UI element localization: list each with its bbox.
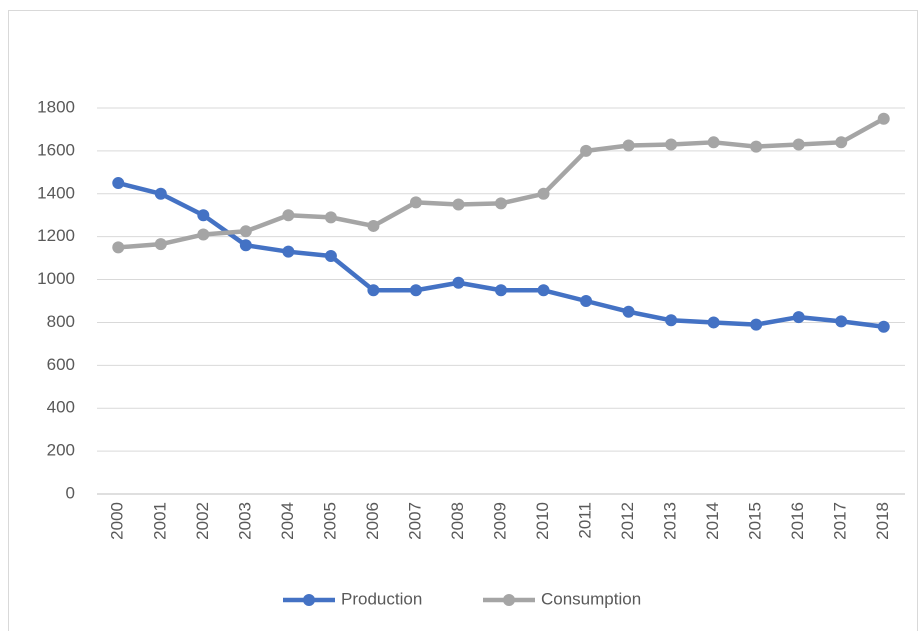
legend-marker (503, 594, 515, 606)
point (324, 249, 337, 262)
x-tick-label: 2011 (576, 502, 595, 539)
point (665, 314, 678, 327)
point (409, 284, 422, 297)
legend-marker (303, 594, 315, 606)
point (324, 211, 337, 224)
y-tick-label: 800 (47, 312, 75, 331)
point (112, 177, 125, 190)
x-tick-label: 2012 (618, 502, 637, 540)
y-tick-label: 0 (66, 483, 75, 502)
point (707, 136, 720, 149)
y-tick-label: 400 (47, 398, 75, 417)
point (452, 198, 465, 211)
x-tick-label: 2003 (235, 502, 254, 540)
y-tick-label: 1600 (37, 140, 75, 159)
point (154, 238, 167, 251)
point (622, 139, 635, 152)
x-tick-label: 2007 (405, 502, 424, 540)
x-tick-label: 2013 (661, 502, 680, 540)
y-tick-label: 1000 (37, 269, 75, 288)
point (282, 209, 295, 222)
point (835, 136, 848, 149)
x-tick-label: 2002 (193, 502, 212, 540)
x-tick-label: 2005 (320, 502, 339, 540)
point (792, 311, 805, 324)
point (750, 318, 763, 331)
point (197, 209, 210, 222)
x-tick-label: 2018 (873, 502, 892, 540)
y-tick-label: 1400 (37, 183, 75, 202)
x-tick-label: 2010 (533, 502, 552, 540)
point (154, 187, 167, 200)
point (367, 284, 380, 297)
y-tick-label: 600 (47, 355, 75, 374)
point (835, 315, 848, 328)
point (580, 295, 593, 307)
point (197, 228, 210, 241)
point (409, 196, 422, 209)
point (580, 144, 593, 157)
x-tick-label: 2001 (150, 502, 169, 540)
y-tick-label: 200 (47, 441, 75, 460)
x-tick-label: 2008 (448, 502, 467, 540)
legend-label: Production (341, 589, 422, 608)
point (665, 138, 678, 151)
x-tick-label: 2006 (363, 502, 382, 540)
x-tick-label: 2016 (788, 502, 807, 540)
point (877, 112, 890, 125)
point (537, 284, 550, 297)
point (877, 320, 890, 333)
x-tick-label: 2004 (278, 502, 297, 540)
point (792, 138, 805, 151)
y-tick-label: 1800 (37, 97, 75, 116)
point (495, 284, 507, 297)
point (239, 239, 252, 252)
point (239, 225, 252, 238)
point (537, 187, 550, 200)
point (495, 197, 507, 210)
x-tick-label: 2009 (490, 502, 509, 540)
x-tick-label: 2000 (108, 502, 127, 540)
point (452, 276, 465, 289)
point (707, 316, 720, 329)
x-tick-label: 2017 (831, 502, 850, 540)
point (367, 219, 380, 232)
x-tick-label: 2015 (746, 502, 765, 540)
point (622, 305, 635, 318)
legend-label: Consumption (541, 589, 641, 608)
x-tick-label: 2014 (703, 502, 722, 540)
y-tick-label: 1200 (37, 226, 75, 245)
point (282, 245, 295, 258)
point (750, 140, 763, 153)
point (112, 241, 125, 254)
